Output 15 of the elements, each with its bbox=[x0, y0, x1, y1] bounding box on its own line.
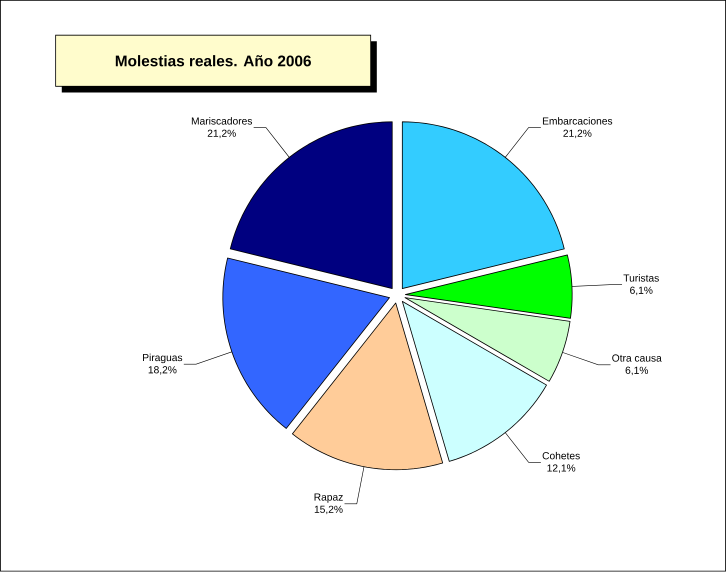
data-label: 6,1% bbox=[630, 286, 653, 296]
slice-label: Piraguas bbox=[143, 354, 182, 364]
data-label: 12,1% bbox=[547, 464, 576, 474]
slice-label: Mariscadores bbox=[192, 117, 252, 125]
data-label: 15,2% bbox=[314, 506, 343, 514]
slice-label: Rapaz bbox=[314, 494, 343, 503]
slice-label: Cohetes bbox=[542, 452, 580, 460]
data-label: 21,2% bbox=[208, 130, 236, 138]
data-label: 21,2% bbox=[563, 130, 592, 138]
slice-label: Turistas bbox=[623, 274, 659, 282]
chart-title: Molestias reales. Año 2006 bbox=[116, 55, 311, 67]
data-label: 6,1% bbox=[626, 366, 648, 376]
data-label: 18,2% bbox=[148, 366, 177, 375]
slice-label: Embarcaciones bbox=[542, 117, 612, 125]
slice-label: Otra causa bbox=[612, 354, 662, 362]
